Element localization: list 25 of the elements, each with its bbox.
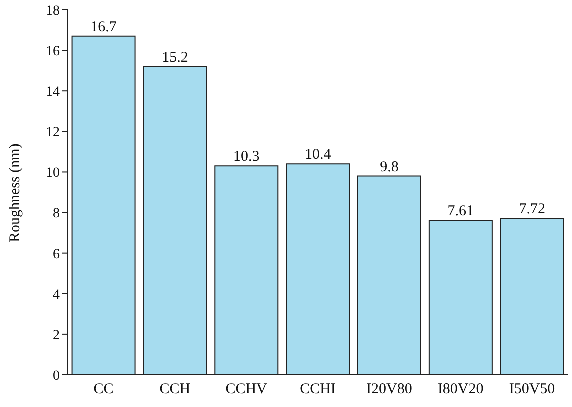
data-label: 10.4 <box>304 147 332 164</box>
y-tick-label: 14 <box>46 85 60 100</box>
y-tick-label: 10 <box>46 166 60 182</box>
y-tick-label: 12 <box>46 126 60 141</box>
x-tick-label: CCH <box>160 382 191 398</box>
data-label: 9.8 <box>380 159 399 176</box>
y-tick-label: 4 <box>53 288 60 303</box>
x-tick-label: CCHI <box>300 382 336 398</box>
y-tick-label: 0 <box>53 368 60 384</box>
x-tick-label: I80V20 <box>438 382 484 398</box>
x-tick-label: CC <box>94 382 114 398</box>
y-axis-title: Roughness (nm) <box>7 144 24 242</box>
data-label: 16.7 <box>90 19 118 36</box>
y-tick-label: 16 <box>46 44 60 60</box>
x-tick-label: I20V80 <box>366 382 412 398</box>
y-tick-label: 2 <box>53 328 60 344</box>
data-label: 15.2 <box>162 50 188 66</box>
data-label: 7.61 <box>448 204 474 220</box>
data-label: 10.3 <box>234 149 260 166</box>
y-tick-label: 8 <box>53 206 60 222</box>
y-tick-label: 6 <box>53 247 60 262</box>
x-tick-label: CCHV <box>226 382 268 398</box>
y-tick-label: 18 <box>46 4 60 19</box>
data-label: 7.72 <box>519 201 546 218</box>
x-tick-label: I50V50 <box>509 382 556 398</box>
